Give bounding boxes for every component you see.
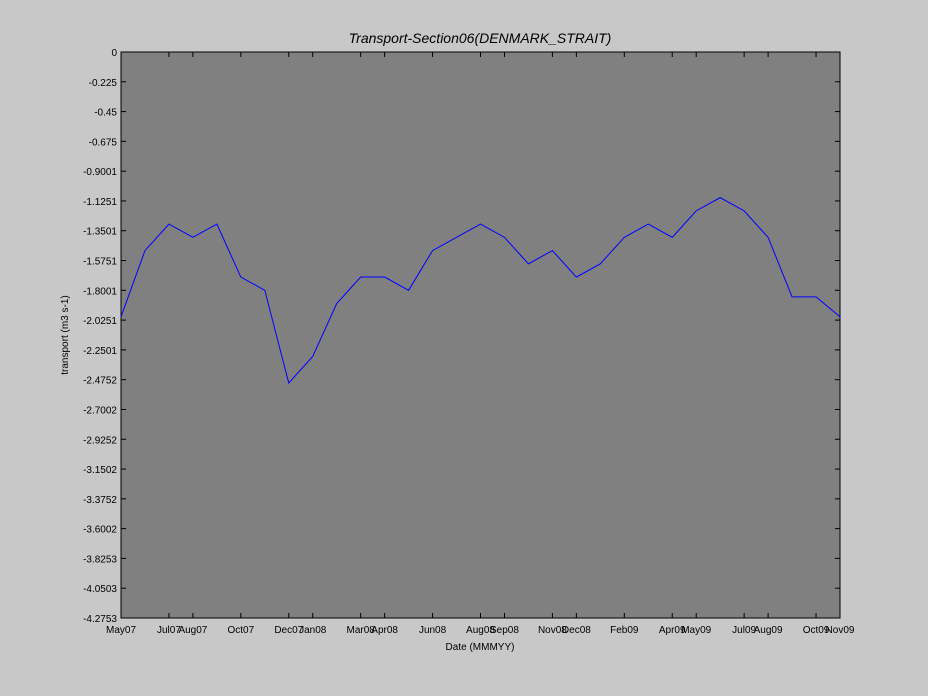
y-tick-label: -1.8001 [83, 286, 117, 297]
x-tick-label: Mar08 [346, 625, 375, 636]
x-tick-label: Jun08 [419, 625, 447, 636]
x-tick-label: Sep08 [490, 625, 519, 636]
y-tick-label: -2.2501 [83, 346, 117, 357]
x-tick-label: May07 [106, 625, 136, 636]
x-tick-label: May09 [681, 625, 711, 636]
y-tick-label: -4.0503 [83, 584, 117, 595]
x-tick-label: Oct07 [227, 625, 254, 636]
y-tick-label: -3.8253 [83, 554, 117, 565]
y-tick-label: -3.1502 [83, 465, 117, 476]
y-tick-label: -3.6002 [83, 525, 117, 536]
y-tick-label: -0.9001 [83, 167, 117, 178]
y-tick-label: -0.225 [89, 78, 118, 89]
y-tick-label: -0.675 [89, 137, 118, 148]
x-tick-label: Nov09 [826, 625, 855, 636]
y-tick-label: -2.7002 [83, 405, 117, 416]
y-axis-label: transport (m3 s-1) [60, 295, 71, 374]
x-tick-label: Dec07 [274, 625, 303, 636]
x-tick-label: Jan08 [299, 625, 327, 636]
x-tick-label: Aug08 [466, 625, 495, 636]
y-tick-label: -1.5751 [83, 257, 117, 268]
y-tick-label: -1.3501 [83, 227, 117, 238]
x-tick-label: Aug09 [754, 625, 783, 636]
plot-area [120, 51, 841, 619]
y-tick-label: -0.45 [94, 108, 117, 119]
x-tick-label: Aug07 [178, 625, 207, 636]
x-axis-label: Date (MMMYY) [446, 642, 515, 653]
y-tick-label: 0 [111, 48, 117, 59]
x-tick-label: Apr09 [659, 625, 686, 636]
x-tick-label: Oct09 [803, 625, 830, 636]
data-line [120, 197, 841, 384]
x-tick-label: Jul09 [732, 625, 756, 636]
x-tick-label: Dec08 [562, 625, 591, 636]
x-tick-label: Feb09 [610, 625, 639, 636]
x-tick-label: Nov08 [538, 625, 567, 636]
y-tick-label: -1.1251 [83, 197, 117, 208]
y-tick-label: -2.9252 [83, 435, 117, 446]
y-tick-label: -2.0251 [83, 316, 117, 327]
x-tick-label: Jul07 [157, 625, 181, 636]
y-tick-label: -2.4752 [83, 376, 117, 387]
y-tick-label: -3.3752 [83, 495, 117, 506]
x-tick-label: Apr08 [371, 625, 398, 636]
y-tick-label: -4.2753 [83, 614, 117, 625]
chart-title: Transport-Section06(DENMARK_STRAIT) [349, 30, 612, 46]
